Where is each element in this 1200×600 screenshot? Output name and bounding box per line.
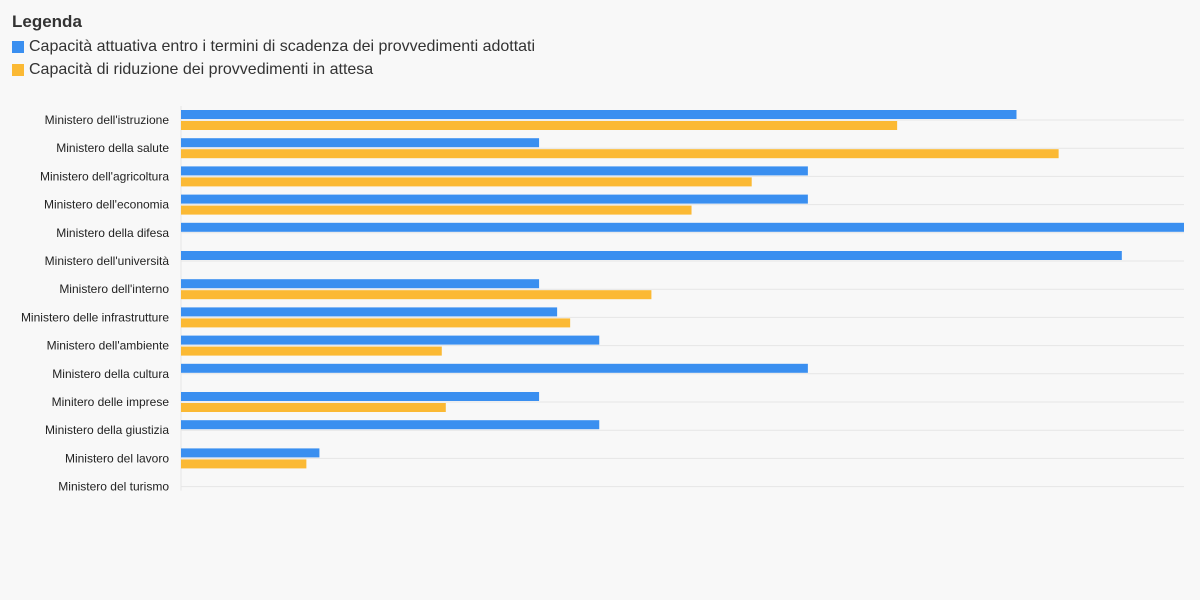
legend-swatch-series-0: [12, 40, 24, 53]
bar-series-0: [181, 420, 600, 430]
legend-label-series-0: Capacità attuativa entro i termini di sc…: [29, 37, 536, 55]
category-label: Ministero del lavoro: [65, 451, 169, 465]
legend: Legenda Capacità attuativa entro i termi…: [12, 12, 535, 81]
legend-swatch-series-1: [12, 63, 24, 76]
bar-series-0: [181, 251, 1122, 260]
bar-series-0: [181, 138, 540, 148]
bar-series-0: [181, 279, 540, 289]
bar-series-1: [181, 177, 752, 187]
bar-series-0: [181, 194, 808, 204]
bar-series-1: [181, 318, 571, 328]
legend-title: Legenda: [12, 12, 82, 31]
category-label: Ministero della giustizia: [45, 423, 169, 437]
bar-series-1: [181, 290, 652, 300]
bar-series-0: [181, 392, 540, 401]
category-label: Ministero dell'ambiente: [47, 339, 170, 353]
legend-label-series-1: Capacità di riduzione dei provvedimenti …: [29, 60, 374, 78]
bar-series-1: [181, 346, 442, 356]
legend-item-series-0[interactable]: Capacità attuativa entro i termini di sc…: [12, 35, 535, 58]
category-label: Ministero della cultura: [52, 367, 169, 381]
category-label: Ministero dell'università: [45, 254, 170, 268]
bar-series-0: [181, 448, 320, 458]
category-label: Minitero delle imprese: [52, 395, 170, 409]
legend-item-series-1[interactable]: Capacità di riduzione dei provvedimenti …: [12, 58, 535, 81]
category-label: Ministero della difesa: [56, 226, 169, 240]
category-label: Ministero dell'economia: [44, 198, 169, 212]
category-label: Ministero del turismo: [58, 480, 169, 494]
bar-series-0: [181, 335, 600, 345]
bar-series-0: [181, 363, 808, 373]
bar-series-0: [181, 307, 558, 317]
category-label: Ministero dell'istruzione: [45, 113, 170, 127]
bar-series-0: [181, 222, 1184, 232]
bar-series-1: [181, 459, 307, 469]
category-label: Ministero dell'interno: [59, 282, 169, 296]
category-label: Ministero dell'agricoltura: [40, 169, 169, 183]
bar-series-1: [181, 205, 692, 215]
category-label: Ministero delle infrastrutture: [21, 310, 169, 324]
bar-series-1: [181, 403, 446, 412]
bar-series-0: [181, 110, 1017, 119]
bar-series-1: [181, 149, 1059, 159]
bar-series-0: [181, 166, 808, 176]
category-label: Ministero della salute: [56, 141, 169, 155]
bar-series-1: [181, 121, 898, 130]
